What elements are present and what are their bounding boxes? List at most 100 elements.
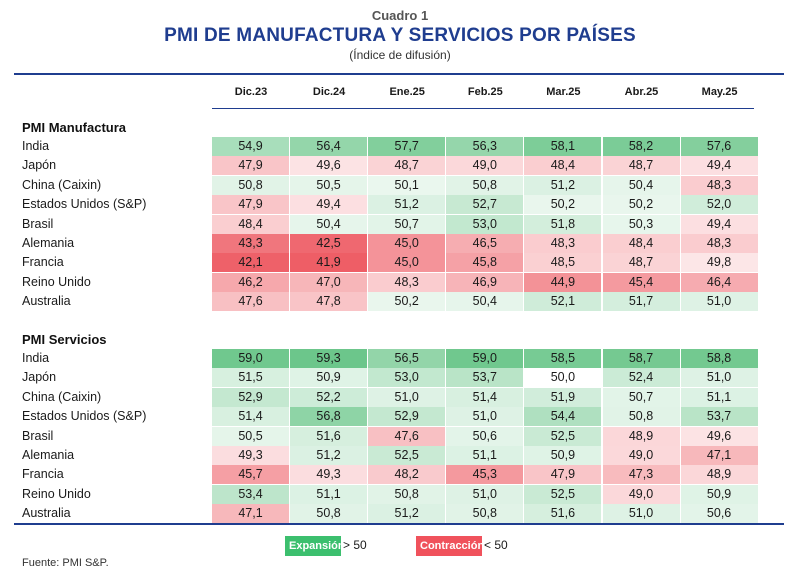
heatmap-cell: 56,4 xyxy=(290,137,368,156)
heatmap-cell: 50,2 xyxy=(368,292,446,312)
table-row: Estados Unidos (S&P) 47,9 49,4 51,2 52,7 50,2… xyxy=(0,195,800,215)
legend-contraction-swatch: Contracción xyxy=(416,536,484,556)
heatmap-cell: 48,3 xyxy=(680,175,758,195)
heatmap-cell: 50,4 xyxy=(446,292,524,312)
row-label: Japón xyxy=(22,370,57,385)
heatmap-cell: 49,6 xyxy=(680,426,758,446)
heatmap-cell: 52,7 xyxy=(446,195,524,215)
heatmap-cell: 49,4 xyxy=(290,195,368,215)
column-header: Abr.25 xyxy=(624,86,659,98)
heatmap-cell: 58,7 xyxy=(602,349,680,368)
row-label: India xyxy=(22,351,50,365)
legend-expansion-note: > 50 xyxy=(343,538,367,552)
table-row: India 54,9 56,4 57,7 56,3 58,1 58,2 57,6 xyxy=(0,137,800,157)
heatmap-cell: 49,4 xyxy=(680,156,758,176)
row-label: Australia xyxy=(22,506,71,521)
row-label: Brasil xyxy=(22,216,54,231)
heatmap-cell: 51,1 xyxy=(680,387,758,407)
row-label: China (Caixin) xyxy=(22,389,102,404)
table-row: Alemania 49,3 51,2 52,5 51,1 50,9 49,0 47,1 xyxy=(0,446,800,466)
legend-expansion-swatch: Expansión xyxy=(285,536,345,556)
heatmap-cell: 50,8 xyxy=(446,504,524,524)
heatmap-cell: 42,1 xyxy=(212,253,289,273)
heatmap-cell: 52,5 xyxy=(368,446,446,465)
table-row: Brasil 50,5 51,6 47,6 50,6 52,5 48,9 49,6 xyxy=(0,426,800,447)
heatmap-cell: 52,9 xyxy=(368,407,446,427)
heatmap-cell: 53,0 xyxy=(446,214,524,234)
heatmap-cell: 48,3 xyxy=(680,234,758,253)
row-label: Francia xyxy=(22,255,64,270)
column-header: Dic.24 xyxy=(312,86,346,98)
table-header: Cuadro 1 PMI DE MANUFACTURA Y SERVICIOS … xyxy=(0,8,800,62)
heatmap-cell: 50,8 xyxy=(368,484,446,504)
heatmap-cell: 51,0 xyxy=(602,504,680,524)
row-label: India xyxy=(22,139,50,153)
heatmap-cell: 50,7 xyxy=(368,214,446,234)
heatmap-cell: 50,3 xyxy=(602,214,680,234)
table-row: China (Caixin) 50,8 50,5 50,1 50,8 51,2 50,4 48… xyxy=(0,175,800,196)
table-row: India 59,0 59,3 56,5 59,0 58,5 58,7 58,8 xyxy=(0,349,800,369)
heatmap-cell: 46,9 xyxy=(446,272,524,292)
heatmap-cell: 50,4 xyxy=(602,175,680,195)
heatmap-cell: 59,3 xyxy=(290,349,368,368)
heatmap-cell: 49,8 xyxy=(680,253,758,273)
heatmap-cell: 47,1 xyxy=(212,504,289,524)
heatmap-cell: 58,5 xyxy=(524,349,602,368)
heatmap-cell: 51,2 xyxy=(290,446,368,465)
table-number: Cuadro 1 xyxy=(371,8,429,23)
section-title: PMI Servicios xyxy=(22,332,107,347)
source-note: Fuente: PMI S&P. xyxy=(22,557,109,569)
row-label: Brasil xyxy=(22,428,54,443)
heatmap-cell: 47,9 xyxy=(212,195,289,215)
row-label: Australia xyxy=(22,294,71,309)
heatmap-cell: 52,5 xyxy=(524,484,602,504)
row-label: Alemania xyxy=(22,236,75,250)
heatmap-cell: 51,8 xyxy=(524,214,602,234)
row-label: Alemania xyxy=(22,448,75,462)
column-header: May.25 xyxy=(701,86,738,98)
heatmap-cell: 51,2 xyxy=(524,175,602,195)
heatmap-cell: 50,5 xyxy=(212,426,289,446)
row-label: Estados Unidos (S&P) xyxy=(22,409,147,424)
heatmap-cell: 47,8 xyxy=(290,292,368,312)
table-row: Australia 47,1 50,8 51,2 50,8 51,6 51,0 50,6 xyxy=(0,504,800,524)
heatmap-cell: 47,9 xyxy=(524,465,602,485)
heatmap-cell: 52,1 xyxy=(524,292,602,312)
heatmap-cell: 54,9 xyxy=(212,137,289,156)
heatmap-cell: 46,2 xyxy=(212,272,289,292)
heatmap-cell: 45,7 xyxy=(212,465,289,485)
heatmap-cell: 48,7 xyxy=(602,156,680,176)
table-row: Reino Unido 53,4 51,1 50,8 51,0 52,5 49,0 50,9 xyxy=(0,484,800,505)
heatmap-cell: 47,9 xyxy=(212,156,289,176)
heatmap-cell: 50,1 xyxy=(368,175,446,195)
heatmap-cell: 51,0 xyxy=(446,407,524,427)
table-row: China (Caixin) 52,9 52,2 51,0 51,4 51,9 50,7 51… xyxy=(0,387,800,408)
heatmap-cell: 45,0 xyxy=(368,253,446,273)
section-title: PMI Manufactura xyxy=(22,120,127,135)
legend-contraction-note: < 50 xyxy=(484,538,508,552)
heatmap-cell: 51,1 xyxy=(446,446,524,465)
heatmap-cell: 51,6 xyxy=(524,504,602,524)
heatmap-cell: 48,4 xyxy=(212,214,289,234)
heatmap-cell: 53,7 xyxy=(680,407,758,427)
table-row: Australia 47,6 47,8 50,2 50,4 52,1 51,7 51,0 xyxy=(0,292,800,312)
table-row: Brasil 48,4 50,4 50,7 53,0 51,8 50,3 49,4 xyxy=(0,214,800,235)
heatmap-cell: 50,7 xyxy=(602,387,680,407)
heatmap-cell: 45,4 xyxy=(602,272,680,292)
heatmap-cell: 48,9 xyxy=(680,465,758,485)
heatmap-cell: 49,6 xyxy=(290,156,368,176)
heatmap-cell: 53,0 xyxy=(368,368,446,388)
heatmap-cell: 50,6 xyxy=(446,426,524,446)
heatmap-cell: 51,0 xyxy=(446,484,524,504)
heatmap-cell: 49,4 xyxy=(680,214,758,234)
column-header: Ene.25 xyxy=(389,86,425,98)
heatmap-cell: 56,5 xyxy=(368,349,446,368)
heatmap-cell: 46,4 xyxy=(680,272,758,292)
heatmap-cell: 51,4 xyxy=(446,387,524,407)
heatmap-cell: 59,0 xyxy=(212,349,289,368)
heatmap-cell: 51,0 xyxy=(680,292,758,312)
heatmap-cell: 47,1 xyxy=(680,446,758,465)
heatmap-cell: 47,0 xyxy=(290,272,368,292)
heatmap-cell: 57,6 xyxy=(680,137,758,156)
top-rule xyxy=(14,73,784,75)
